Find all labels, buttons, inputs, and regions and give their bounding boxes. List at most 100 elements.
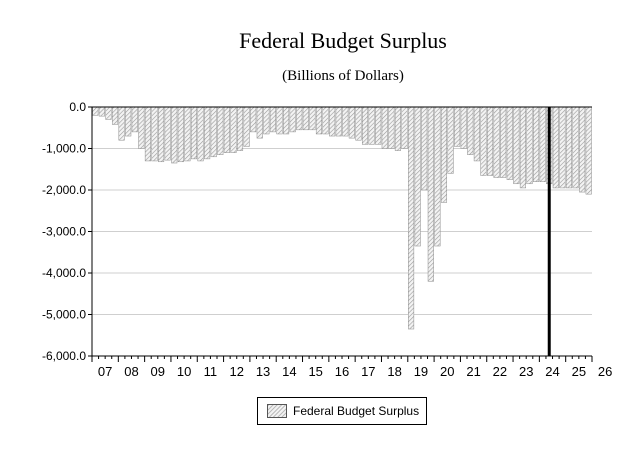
x-tick-label: 14 [282,364,296,379]
bar [368,106,375,145]
x-tick-label: 11 [204,364,218,379]
legend-label: Federal Budget Surplus [293,404,420,418]
bar [533,106,540,182]
bar [177,106,184,163]
bar [217,106,224,155]
x-tick-label: 09 [151,364,165,379]
x-tick-label: 23 [519,364,533,379]
chart-title: Federal Budget Surplus [239,28,447,53]
bar [526,106,533,185]
bar [309,106,316,131]
bar [434,106,441,247]
bar [204,106,211,160]
bar [519,106,526,189]
bar [329,106,336,137]
bar [289,106,296,133]
bar [355,106,362,141]
bar [171,106,178,164]
x-tick-label: 25 [572,364,586,379]
x-tick-label: 08 [124,364,138,379]
bar [98,106,105,117]
bar [401,106,408,149]
bar [388,106,395,149]
bar [565,106,573,189]
bar [414,106,421,247]
bar [151,106,158,162]
bar [210,106,217,158]
bar [105,106,112,120]
bar [493,106,500,178]
bar [480,106,487,176]
bar [585,106,592,195]
bar [230,106,237,153]
bar [447,106,454,174]
bar [427,106,434,282]
bar [322,106,329,135]
chart-legend: Federal Budget Surplus [257,397,427,425]
y-tick-label: 0.0 [69,100,86,114]
y-tick-label: -6,000.0 [42,349,86,363]
bar [125,106,132,137]
y-tick-label: -2,000.0 [42,183,86,197]
x-tick-label: 21 [466,364,480,379]
bar [269,106,276,133]
y-tick-label: -5,000.0 [42,308,86,322]
bar [506,106,513,180]
bar [164,106,171,161]
y-tick-label: -4,000.0 [42,266,86,280]
x-tick-label: 15 [308,364,322,379]
bar [283,106,290,135]
bar [408,106,415,330]
bar [579,106,586,193]
bar [454,106,461,147]
bar [381,106,388,149]
chart-subtitle: (Billions of Dollars) [282,68,404,84]
bar [256,106,263,139]
bar [513,106,520,185]
bar [197,106,204,162]
bar [263,106,270,135]
x-tick-label: 17 [361,364,375,379]
x-tick-label: 16 [335,364,349,379]
bar [361,106,369,145]
x-tick-label: 22 [493,364,507,379]
y-tick-label: -3,000.0 [42,225,86,239]
bar [250,106,257,133]
y-tick-label: -1,000.0 [42,142,86,156]
x-tick-label: 26 [598,364,612,379]
bar [500,106,507,178]
bar [243,106,250,147]
x-tick-label: 20 [440,364,454,379]
bar [92,106,99,116]
bar [144,106,151,162]
bar [118,106,125,141]
legend-swatch-icon [267,404,287,418]
bar [552,106,559,189]
bar [138,106,145,149]
x-tick-label: 13 [256,364,270,379]
bar [111,106,119,125]
bar [276,106,283,135]
bar [460,106,467,149]
bar [184,106,191,162]
bar [315,106,323,135]
bar [158,106,165,163]
bar [559,106,566,189]
x-tick-label: 18 [387,364,401,379]
bar [296,106,303,131]
x-tick-label: 19 [414,364,428,379]
bar [467,106,474,155]
bar [394,106,401,151]
bar [190,106,198,160]
bar [375,106,382,145]
bar [473,106,480,162]
bar [421,106,428,191]
bar [572,106,579,189]
bar [440,106,448,203]
x-tick-label: 10 [177,364,191,379]
bar [236,106,244,151]
bar [486,106,494,176]
bar [302,106,309,131]
x-tick-label: 07 [98,364,112,379]
